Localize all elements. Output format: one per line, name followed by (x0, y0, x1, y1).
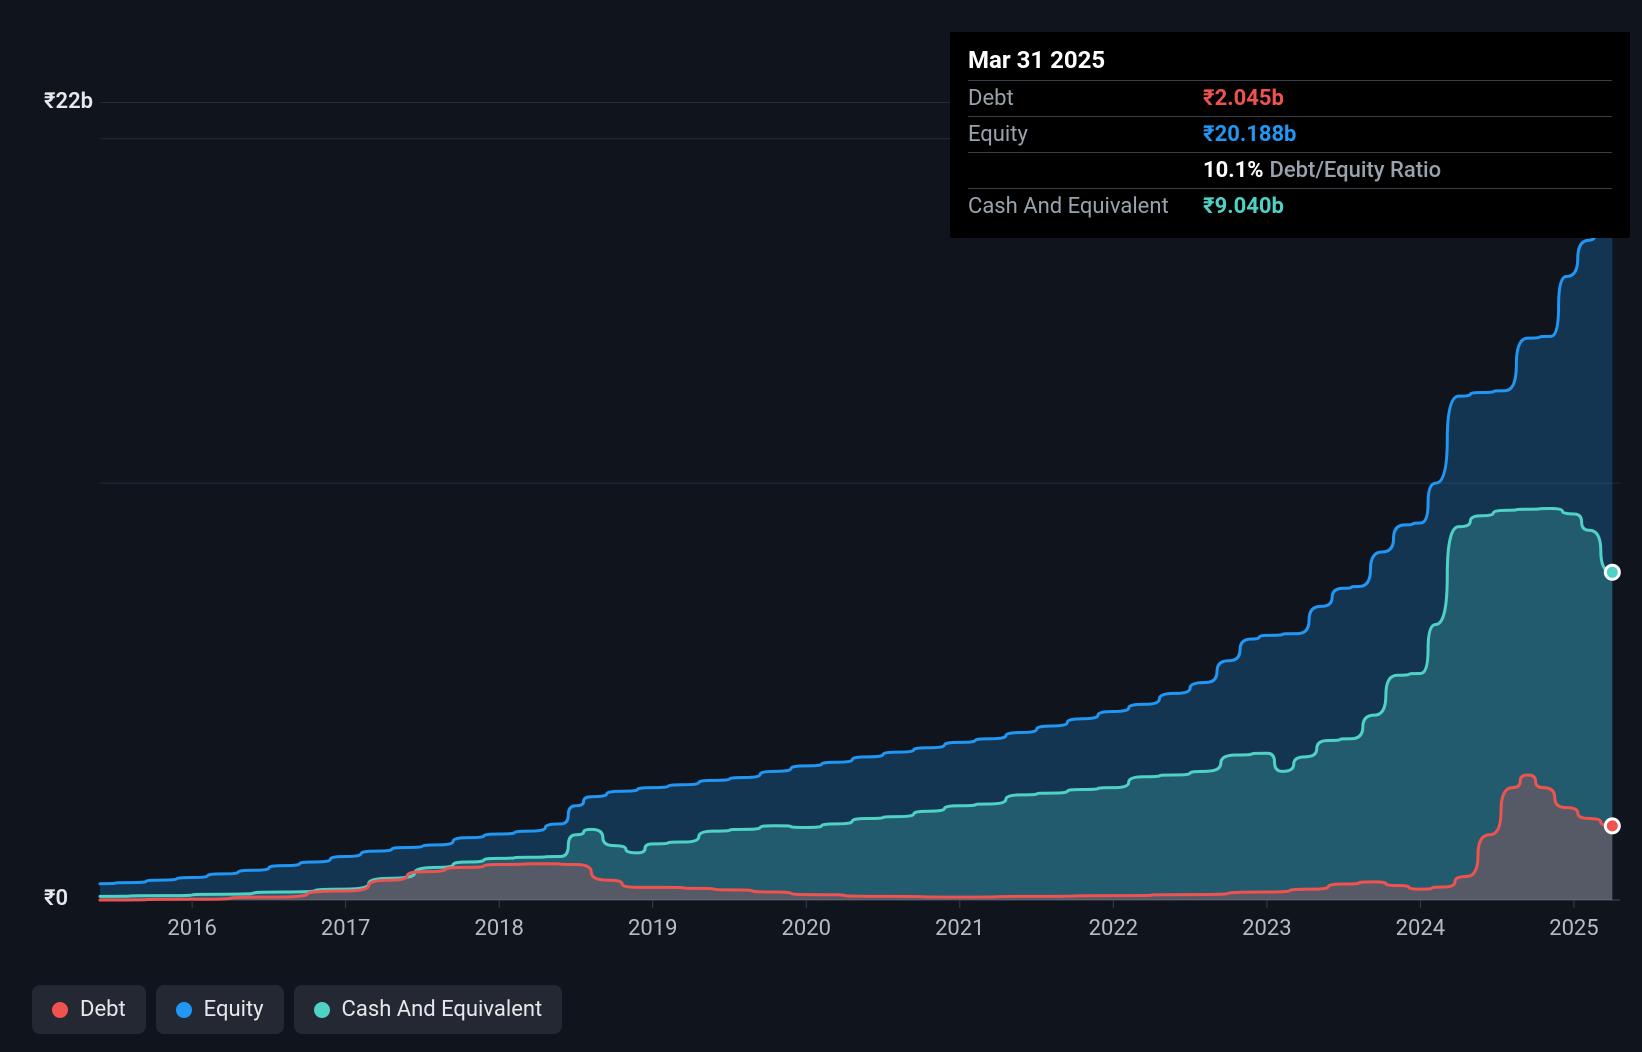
tooltip-row: Equity₹20.188b (968, 116, 1612, 152)
x-axis-label: 2017 (321, 916, 370, 941)
x-axis-label: 2019 (628, 916, 677, 941)
legend-item[interactable]: Debt (32, 985, 146, 1034)
legend-item-label: Debt (80, 997, 126, 1022)
tooltip-row-value: ₹20.188b (1203, 122, 1296, 147)
tooltip-row-value: ₹9.040b (1203, 194, 1284, 219)
tooltip-row: 10.1% Debt/Equity Ratio (968, 152, 1612, 188)
x-axis-label: 2023 (1242, 916, 1291, 941)
legend-dot-icon (314, 1002, 330, 1018)
legend: Debt Equity Cash And Equivalent (32, 985, 562, 1034)
x-axis-label: 2021 (935, 916, 984, 941)
x-axis-label: 2018 (474, 916, 523, 941)
tooltip-row-extra: Debt/Equity Ratio (1270, 158, 1442, 183)
legend-dot-icon (52, 1002, 68, 1018)
x-axis-label: 2025 (1549, 916, 1598, 941)
financial-history-chart[interactable]: ₹0 ₹22b 2016 2017 2018 2019 2020 2021 2022 2023 2… (0, 0, 1642, 1052)
tooltip-row-label: Equity (968, 122, 1203, 147)
legend-item-label: Equity (204, 997, 264, 1022)
x-axis-label: 2024 (1396, 916, 1445, 941)
x-axis-label: 2016 (167, 916, 216, 941)
tooltip-row-label: Debt (968, 86, 1203, 111)
legend-item[interactable]: Equity (156, 985, 284, 1034)
y-axis-label: ₹22b (44, 89, 93, 114)
chart-tooltip: Mar 31 2025 Debt₹2.045bEquity₹20.188b10.… (950, 32, 1630, 238)
legend-item[interactable]: Cash And Equivalent (294, 985, 563, 1034)
x-axis-label: 2022 (1089, 916, 1138, 941)
legend-dot-icon (176, 1002, 192, 1018)
tooltip-row: Cash And Equivalent₹9.040b (968, 188, 1612, 224)
tooltip-row-value: ₹2.045b (1203, 86, 1284, 111)
tooltip-date: Mar 31 2025 (968, 46, 1612, 80)
tooltip-row-label: Cash And Equivalent (968, 194, 1203, 219)
x-axis-label: 2020 (782, 916, 831, 941)
y-axis-label: ₹0 (44, 886, 68, 911)
tooltip-row: Debt₹2.045b (968, 80, 1612, 116)
tooltip-row-value: 10.1% (1203, 158, 1264, 183)
legend-item-label: Cash And Equivalent (342, 997, 543, 1022)
